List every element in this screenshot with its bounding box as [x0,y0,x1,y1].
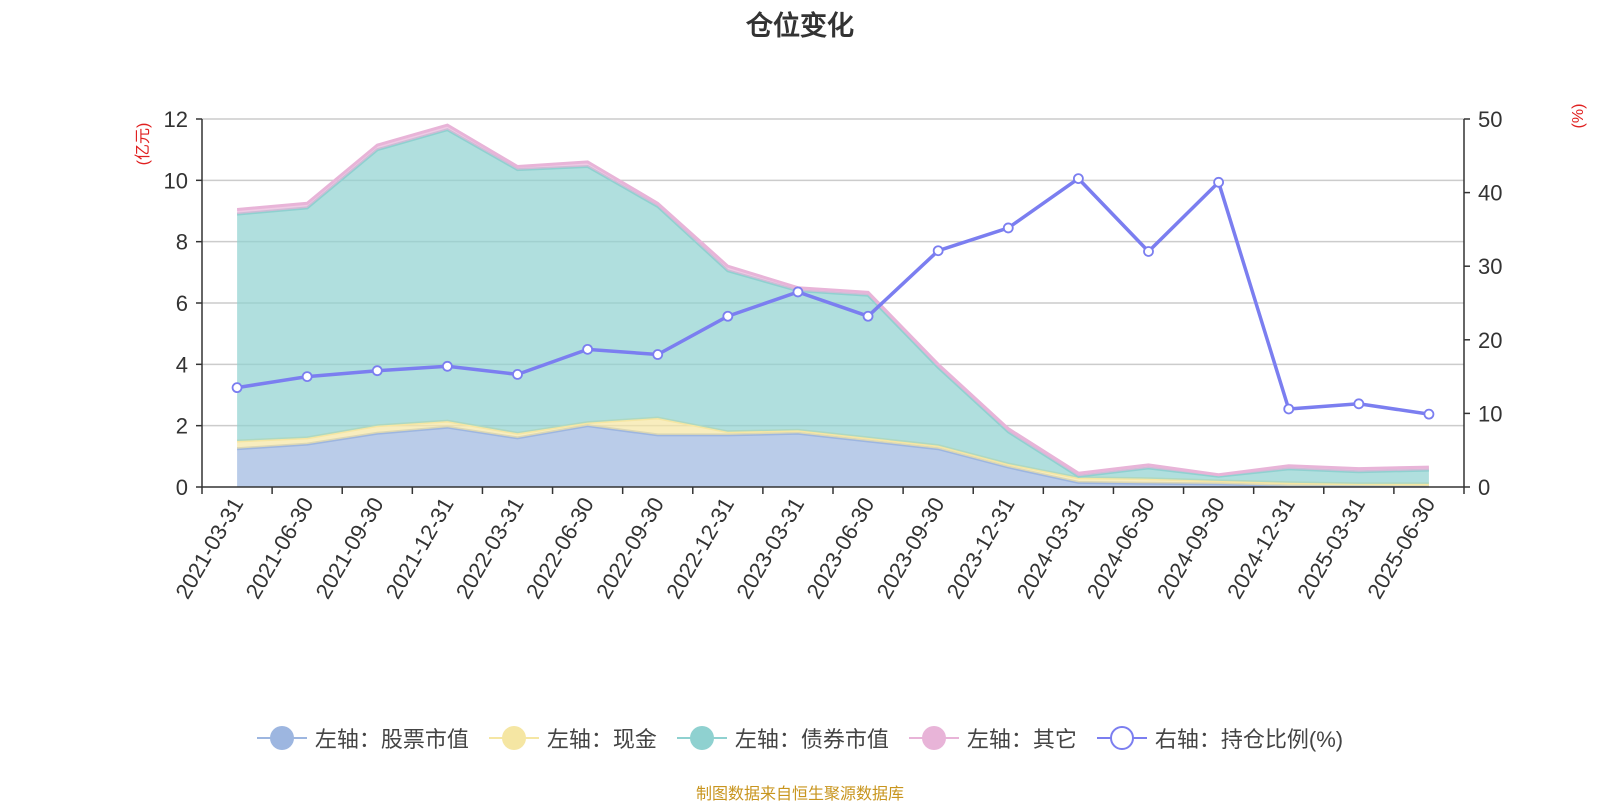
ratio-point [722,310,734,322]
legend-dot [269,726,294,750]
ratio-point [1002,222,1014,234]
x-axis-tick-label: 2023-06-30 [801,493,879,603]
x-axis-tick-label: 2024-12-31 [1222,493,1300,603]
legend-label: 左轴：债券市值 [734,727,889,752]
area-左轴：股票市值 [237,425,1429,487]
legend-item[interactable]: 左轴：债券市值 [676,722,889,754]
ratio-point [652,349,664,360]
ratio-point [512,368,523,380]
ratio-point [1213,176,1225,188]
x-axis-tick-label: 2021-12-31 [381,493,459,603]
right-axis-tick-label: 30 [1478,254,1502,279]
left-axis-tick-label: 10 [164,168,188,193]
legend-item[interactable]: 左轴：现金 [488,722,657,754]
ratio-point [231,382,243,394]
ratio-point [792,286,804,298]
x-axis-tick-label: 2022-09-30 [591,493,669,603]
legend-marker-icon [488,723,539,753]
ratio-line [231,173,1435,420]
x-axis-tick-label: 2022-03-31 [451,493,529,603]
legend-dot [689,726,714,750]
right-axis-tick-label: 20 [1478,328,1502,353]
legend-item[interactable]: 左轴：股票市值 [256,722,469,754]
right-axis-tick-label: 0 [1478,475,1490,500]
x-axis-tick-label: 2021-03-31 [170,493,248,603]
ratio-point [301,371,313,383]
left-axis-tick-label: 8 [176,230,188,255]
legend-dot [921,726,946,750]
x-axis-tick-label: 2022-06-30 [521,493,599,603]
ratio-point [371,365,383,377]
x-axis-tick-label: 2024-03-31 [1012,493,1090,603]
legend-label: 右轴：持仓比例(%) [1154,727,1344,752]
x-axis-tick-label: 2021-09-30 [311,493,389,603]
area-edge-左轴：其它 [236,123,1429,477]
x-axis-tick-label: 2024-06-30 [1082,493,1160,603]
right-axis-tick-label: 40 [1478,181,1502,206]
left-axis-tick-label: 4 [176,352,188,377]
right-axis-tick-label: 50 [1478,107,1502,132]
left-axis-tick-label: 2 [176,414,188,439]
ratio-point [1423,408,1435,420]
ratio-point [1353,398,1365,410]
ratio-point [582,343,594,355]
ratio-point [1143,246,1154,257]
x-axis-tick-label: 2021-06-30 [241,493,319,603]
x-axis-tick-label: 2023-03-31 [731,493,809,603]
ratio-point [1072,173,1084,185]
stacked-areas [236,123,1429,488]
x-axis-tick-label: 2023-12-31 [942,493,1020,603]
right-axis-tick-label: 10 [1478,401,1502,426]
legend-dot [501,726,526,750]
legend-label: 左轴：现金 [546,727,657,752]
x-axis-tick-label: 2024-09-30 [1152,493,1230,603]
legend-item[interactable]: 左轴：其它 [908,722,1077,754]
ratio-point [932,245,944,257]
left-axis-tick-label: 6 [176,291,188,316]
x-axis-tick-label: 2022-12-31 [661,493,739,603]
source-note: 制图数据来自恒生聚源数据库 [695,786,904,803]
legend-marker-icon [908,723,959,753]
legend-label: 左轴：其它 [966,727,1077,752]
legend-label: 左轴：股票市值 [314,727,469,752]
left-axis-tick-label: 12 [164,107,188,132]
chart-title: 仓位变化 [746,11,854,41]
line-右轴：持仓比例(%) [236,176,1430,416]
ratio-point [862,310,874,322]
legend-dot [1109,726,1134,750]
x-axis-tick-label: 2025-03-31 [1292,493,1370,603]
ratio-point [1283,403,1295,415]
x-axis-tick-label: 2023-09-30 [872,493,950,603]
legend-marker-icon [1096,723,1147,753]
legend-item[interactable]: 右轴：持仓比例(%) [1096,722,1344,754]
right-axis-unit-label: (%) [1570,104,1587,129]
legend: 左轴：股票市值 左轴：现金 左轴：债券市值 左轴：其它 右轴：持仓比例(%) [0,722,1600,754]
legend-marker-icon [256,723,307,753]
left-axis-unit-label: (亿元) [134,123,152,166]
left-axis-tick-label: 0 [176,475,188,500]
legend-marker-icon [676,723,727,753]
ratio-point [441,360,453,372]
area-左轴：债券市值 [237,129,1429,484]
x-axis-tick-label: 2025-06-30 [1362,493,1440,603]
